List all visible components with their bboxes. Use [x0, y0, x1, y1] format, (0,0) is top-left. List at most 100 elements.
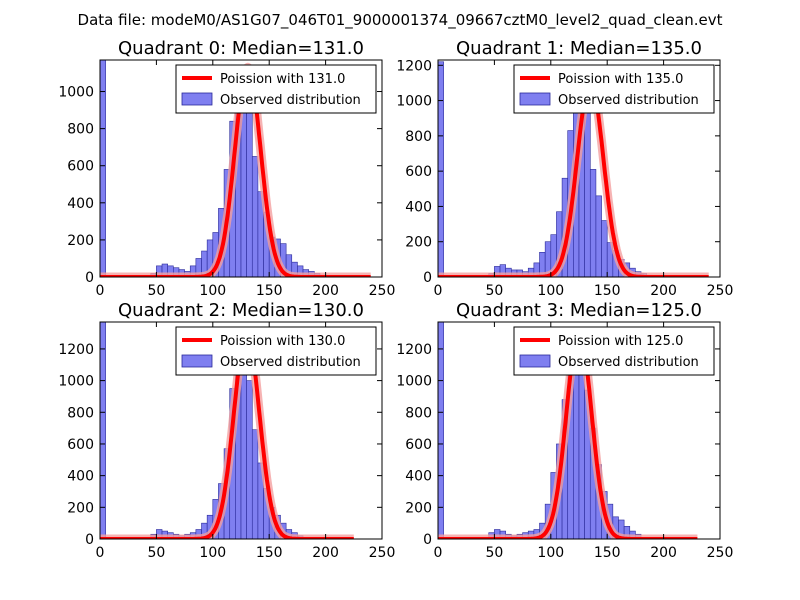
x-tick-label: 250 — [707, 283, 734, 299]
y-tick-label: 0 — [85, 532, 94, 548]
histogram-bar — [589, 169, 597, 277]
x-tick-label: 150 — [256, 283, 283, 299]
legend: Poission with 131.0 Observed distribution — [175, 64, 377, 114]
x-tick-label: 150 — [256, 545, 283, 561]
y-tick-label: 1000 — [396, 94, 432, 110]
legend-poisson-label: Poission with 131.0 — [220, 72, 345, 87]
legend-observed-swatch — [519, 354, 551, 368]
legend-poisson-label: Poission with 125.0 — [558, 334, 683, 349]
histogram-bar — [246, 380, 253, 539]
subplot-quadrant-2: 0 50 100 150 200 250 0 200 400 600 800 1000 1200 Quad… — [58, 300, 395, 561]
x-tick-label: 250 — [369, 283, 396, 299]
x-tick-label: 100 — [537, 545, 564, 561]
x-tick-label: 0 — [96, 283, 105, 299]
x-tick-label: 50 — [485, 545, 503, 561]
histogram-bar — [100, 60, 106, 277]
y-tick-label: 0 — [423, 270, 432, 286]
poisson-curve — [100, 65, 372, 277]
y-tick-label: 1200 — [58, 342, 94, 358]
histogram-bar — [595, 195, 602, 277]
y-tick-label: 800 — [67, 122, 94, 138]
legend-poisson-label: Poission with 130.0 — [220, 334, 345, 349]
y-tick-label: 800 — [67, 405, 94, 421]
subplot-title: Quadrant 0: Median=131.0 — [118, 38, 364, 59]
y-tick-label: 1200 — [396, 58, 432, 74]
plot-area — [438, 322, 701, 539]
y-tick-label: 400 — [405, 469, 432, 485]
y-tick-label: 1000 — [58, 374, 94, 390]
legend-poisson-label: Poission with 135.0 — [558, 72, 683, 87]
histogram-bar — [438, 322, 444, 539]
histogram-bar — [100, 322, 106, 539]
legend: Poission with 125.0 Observed distribution — [513, 326, 715, 376]
x-tick-label: 150 — [594, 545, 621, 561]
legend-observed-label: Observed distribution — [220, 355, 361, 370]
legend-observed-swatch — [181, 92, 213, 106]
y-tick-label: 600 — [67, 159, 94, 175]
y-tick-label: 600 — [405, 437, 432, 453]
x-tick-label: 50 — [485, 283, 503, 299]
subplot-title: Quadrant 2: Median=130.0 — [118, 300, 364, 321]
x-tick-label: 100 — [537, 283, 564, 299]
y-tick-label: 1000 — [396, 374, 432, 390]
x-tick-label: 50 — [147, 283, 165, 299]
poisson-curve — [438, 79, 710, 277]
legend: Poission with 130.0 Observed distribution — [175, 326, 377, 376]
y-tick-label: 200 — [405, 500, 432, 516]
legend: Poission with 135.0 Observed distribution — [513, 64, 715, 114]
x-tick-label: 100 — [199, 545, 226, 561]
histogram-bar — [251, 429, 259, 539]
x-tick-label: 0 — [96, 545, 105, 561]
y-tick-label: 200 — [67, 233, 94, 249]
x-tick-label: 150 — [594, 283, 621, 299]
y-tick-label: 1200 — [396, 342, 432, 358]
legend-observed-label: Observed distribution — [220, 93, 361, 108]
y-tick-label: 600 — [405, 164, 432, 180]
y-tick-label: 400 — [67, 196, 94, 212]
histogram-bar — [246, 102, 253, 277]
histogram-bar — [601, 220, 608, 277]
y-tick-label: 200 — [405, 235, 432, 251]
y-tick-label: 800 — [405, 129, 432, 145]
y-tick-label: 0 — [423, 532, 432, 548]
histogram-bar — [438, 61, 444, 277]
subplot-quadrant-0: 0 50 100 150 200 250 0 200 400 600 800 1000 Quadrant… — [58, 38, 395, 299]
y-tick-label: 200 — [67, 500, 94, 516]
x-tick-label: 200 — [312, 283, 339, 299]
subplot-quadrant-3: 0 50 100 150 200 250 0 200 400 600 800 1000 1200 Quad… — [396, 300, 733, 561]
axes-frame — [437, 321, 721, 540]
plot-area — [100, 60, 375, 277]
axes-frame — [99, 59, 383, 278]
x-tick-label: 250 — [707, 545, 734, 561]
histogram-bar — [240, 354, 247, 539]
plot-area — [100, 322, 358, 539]
y-tick-label: 400 — [405, 199, 432, 215]
y-tick-label: 600 — [67, 437, 94, 453]
subplot-grid: 0 50 100 150 200 25002004006008001000Quadrant… — [58, 38, 733, 561]
legend-observed-label: Observed distribution — [558, 93, 699, 108]
y-tick-label: 400 — [67, 469, 94, 485]
histogram-bar — [584, 105, 591, 277]
legend-observed-label: Observed distribution — [558, 355, 699, 370]
x-tick-label: 50 — [147, 545, 165, 561]
figure-suptitle: Data file: modeM0/AS1G07_046T01_90000013… — [78, 11, 723, 30]
x-tick-label: 200 — [312, 545, 339, 561]
histogram-bar — [578, 356, 585, 539]
x-tick-label: 250 — [369, 545, 396, 561]
x-tick-label: 0 — [434, 545, 443, 561]
axes-frame — [437, 59, 721, 278]
legend-observed-swatch — [181, 354, 213, 368]
poisson-curve — [438, 329, 699, 539]
axes-frame — [99, 321, 383, 540]
y-tick-label: 800 — [405, 405, 432, 421]
legend-observed-swatch — [519, 92, 551, 106]
subplot-quadrant-1: 0 50 100 150 200 250 0 200 400 600 800 1000 1200 Quad… — [396, 38, 733, 299]
subplot-title: Quadrant 3: Median=125.0 — [456, 300, 702, 321]
x-tick-label: 100 — [199, 283, 226, 299]
x-tick-label: 200 — [650, 283, 677, 299]
histogram-bar — [251, 156, 259, 277]
x-tick-label: 0 — [434, 283, 443, 299]
plot-area — [438, 61, 713, 277]
poisson-curve — [100, 331, 355, 539]
